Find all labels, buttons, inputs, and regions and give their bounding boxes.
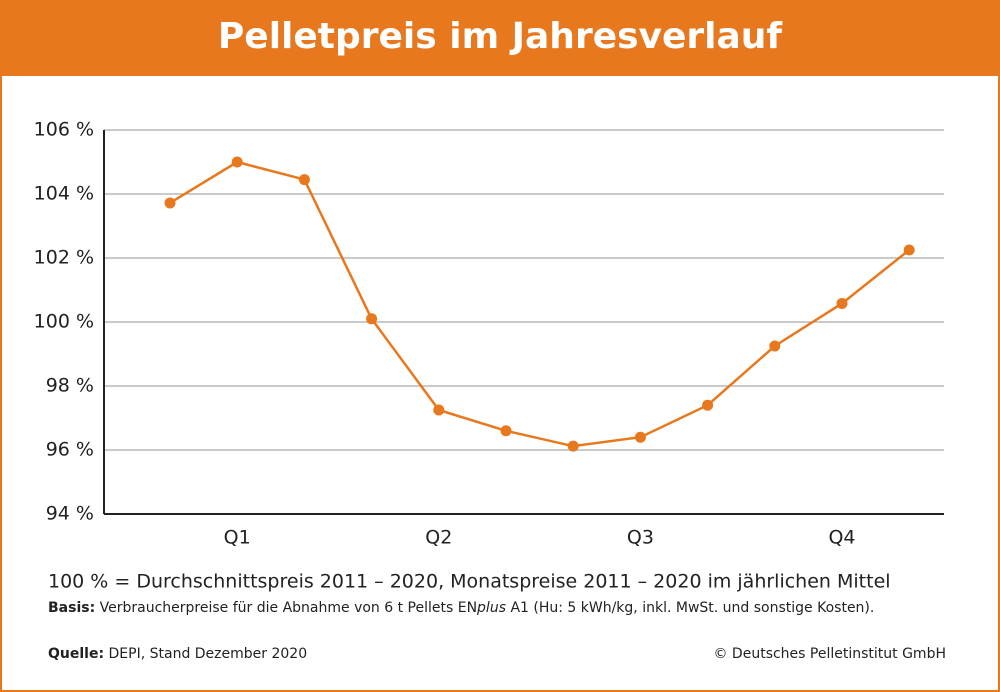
source-text: DEPI, Stand Dezember 2020 <box>109 646 308 662</box>
y-tick-label: 104 % <box>34 183 94 205</box>
x-tick-label: Q1 <box>224 527 251 549</box>
y-tick-label: 106 % <box>34 119 94 141</box>
header-bar <box>0 0 1000 76</box>
point <box>567 440 579 452</box>
point <box>903 244 915 256</box>
point <box>702 399 714 411</box>
point <box>164 197 176 209</box>
point <box>231 156 243 168</box>
point <box>366 313 378 325</box>
copyright: © Deutsches Pelletinstitut GmbH <box>713 646 946 662</box>
basis-text: Verbraucherpreise für die Abnahme von 6 … <box>100 600 477 616</box>
basis-label: Basis: <box>48 600 95 616</box>
basis-italic: plus <box>476 600 506 616</box>
point <box>634 431 646 443</box>
point <box>769 340 781 352</box>
source-label: Quelle: <box>48 646 104 662</box>
basis-rest: A1 (Hu: 5 kWh/kg, inkl. MwSt. und sonsti… <box>506 600 874 616</box>
y-tick-label: 98 % <box>46 375 94 397</box>
point <box>433 404 445 416</box>
note: 100 % = Durchschnittspreis 2011 – 2020, … <box>48 571 891 593</box>
point <box>500 425 512 437</box>
y-tick-label: 102 % <box>34 247 94 269</box>
basis: Basis: Verbraucherpreise für die Abnahme… <box>48 600 874 616</box>
y-tick-label: 96 % <box>46 439 94 461</box>
line <box>169 160 910 448</box>
y-tick-label: 94 % <box>46 503 94 525</box>
source: Quelle: DEPI, Stand Dezember 2020 <box>48 646 307 662</box>
point <box>836 297 848 309</box>
x-tick-label: Q2 <box>425 527 452 549</box>
x-tick-label: Q4 <box>828 527 855 549</box>
x-tick-label: Q3 <box>627 527 654 549</box>
point <box>298 174 310 186</box>
y-tick-label: 100 % <box>34 311 94 333</box>
chart-title: Pelletpreis im Jahresverlauf <box>218 16 783 57</box>
